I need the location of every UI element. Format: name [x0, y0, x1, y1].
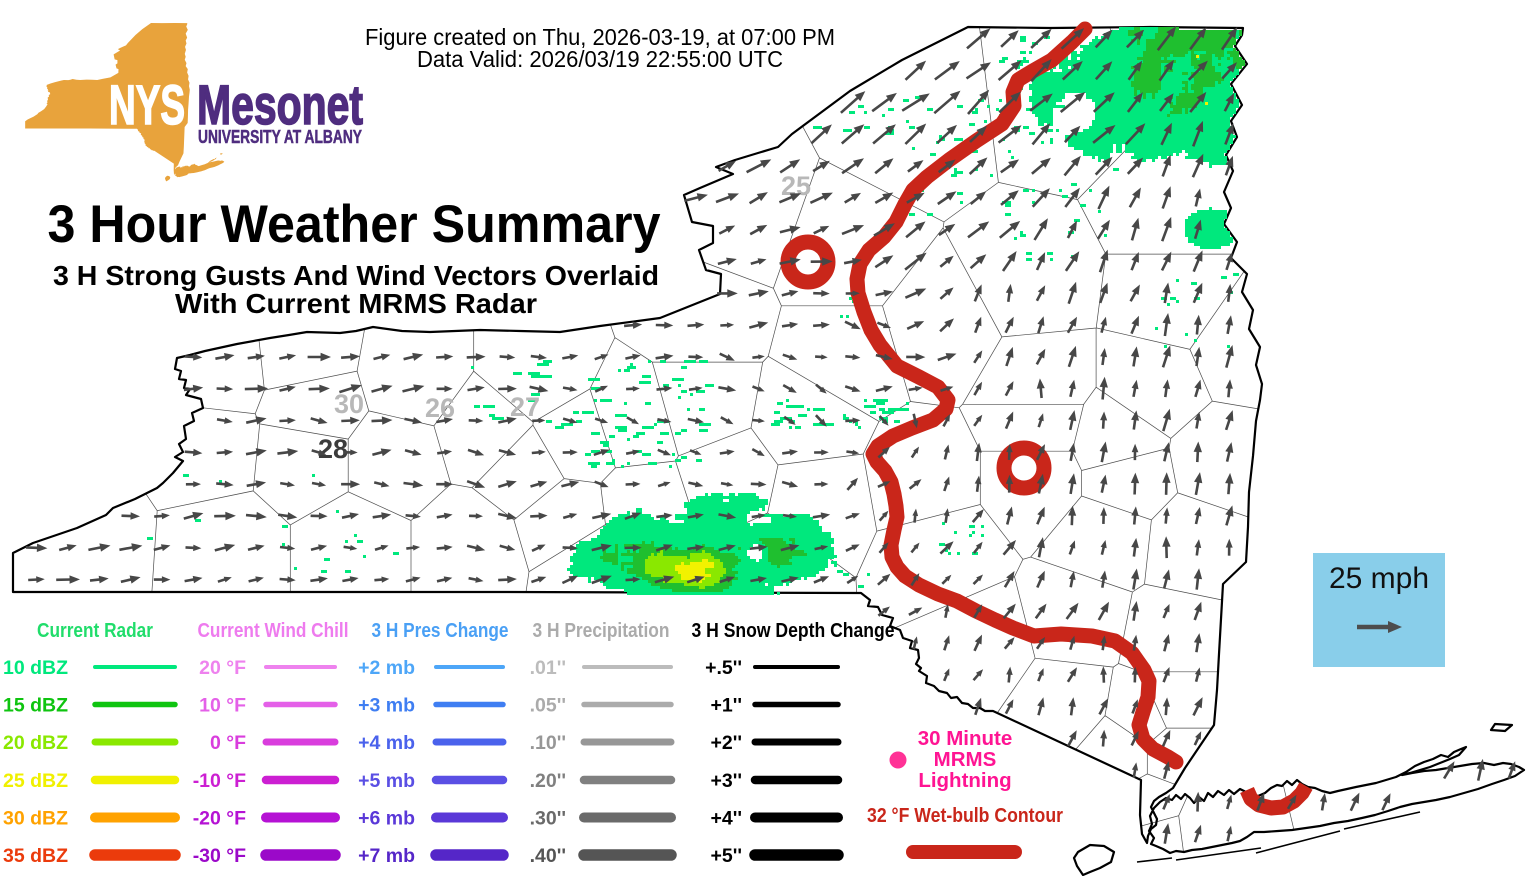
svg-text:.10'': .10'': [530, 732, 566, 754]
svg-text:+7 mb: +7 mb: [358, 845, 415, 867]
svg-text:+.5'': +.5'': [705, 657, 742, 679]
svg-text:+4 mb: +4 mb: [358, 732, 415, 754]
svg-text:With Current MRMS Radar: With Current MRMS Radar: [175, 288, 537, 319]
svg-text:+6 mb: +6 mb: [358, 808, 415, 830]
svg-text:10 dBZ: 10 dBZ: [3, 657, 68, 679]
svg-text:-30 °F: -30 °F: [193, 845, 246, 867]
svg-text:28: 28: [318, 434, 348, 464]
svg-text:+4'': +4'': [710, 808, 742, 830]
svg-text:+1'': +1'': [710, 695, 742, 717]
svg-text:3 H Strong Gusts And Wind Vect: 3 H Strong Gusts And Wind Vectors Overla…: [53, 260, 659, 291]
svg-text:.20'': .20'': [530, 770, 566, 792]
svg-text:26: 26: [425, 393, 455, 423]
svg-text:3 H Precipitation: 3 H Precipitation: [533, 620, 670, 642]
svg-text:-20 °F: -20 °F: [193, 808, 246, 830]
svg-text:3 Hour Weather Summary: 3 Hour Weather Summary: [48, 195, 661, 254]
svg-text:3 H Pres Change: 3 H Pres Change: [372, 620, 509, 642]
svg-text:+2'': +2'': [710, 732, 742, 754]
svg-text:Data Valid: 2026/03/19 22:55:0: Data Valid: 2026/03/19 22:55:00 UTC: [417, 46, 783, 72]
svg-text:MRMS: MRMS: [934, 748, 997, 771]
svg-text:+5'': +5'': [710, 845, 742, 867]
svg-text:27: 27: [510, 392, 540, 422]
svg-text:32 °F Wet-bulb Contour: 32 °F Wet-bulb Contour: [867, 804, 1063, 827]
svg-text:.40'': .40'': [530, 845, 566, 867]
svg-text:0 °F: 0 °F: [210, 732, 246, 754]
svg-text:Current Wind Chill: Current Wind Chill: [198, 620, 349, 642]
svg-text:.30'': .30'': [530, 808, 566, 830]
svg-text:+3 mb: +3 mb: [358, 695, 415, 717]
svg-text:+2 mb: +2 mb: [358, 657, 415, 679]
svg-text:Lightning: Lightning: [918, 769, 1011, 792]
svg-text:Current Radar: Current Radar: [37, 620, 153, 642]
svg-text:+5 mb: +5 mb: [358, 770, 415, 792]
svg-text:30 Minute: 30 Minute: [918, 727, 1013, 750]
svg-text:Mesonet: Mesonet: [197, 73, 363, 136]
svg-text:25 dBZ: 25 dBZ: [3, 770, 68, 792]
svg-text:15 dBZ: 15 dBZ: [3, 695, 68, 717]
svg-text:30: 30: [334, 389, 364, 419]
svg-text:Figure created on Thu, 2026-03: Figure created on Thu, 2026-03-19, at 07…: [365, 24, 835, 50]
svg-text:30 dBZ: 30 dBZ: [3, 808, 68, 830]
svg-text:3 H Snow Depth Change: 3 H Snow Depth Change: [692, 620, 895, 642]
svg-text:10 °F: 10 °F: [199, 695, 246, 717]
svg-text:.05'': .05'': [530, 695, 566, 717]
svg-text:20 dBZ: 20 dBZ: [3, 732, 68, 754]
svg-text:.01'': .01'': [530, 657, 566, 679]
svg-text:35 dBZ: 35 dBZ: [3, 845, 68, 867]
svg-text:UNIVERSITY AT ALBANY: UNIVERSITY AT ALBANY: [198, 127, 362, 147]
svg-text:-10 °F: -10 °F: [193, 770, 246, 792]
svg-text:20 °F: 20 °F: [199, 657, 246, 679]
svg-text:NYS: NYS: [109, 73, 185, 136]
svg-text:+3'': +3'': [710, 770, 742, 792]
svg-text:25 mph: 25 mph: [1329, 562, 1429, 595]
